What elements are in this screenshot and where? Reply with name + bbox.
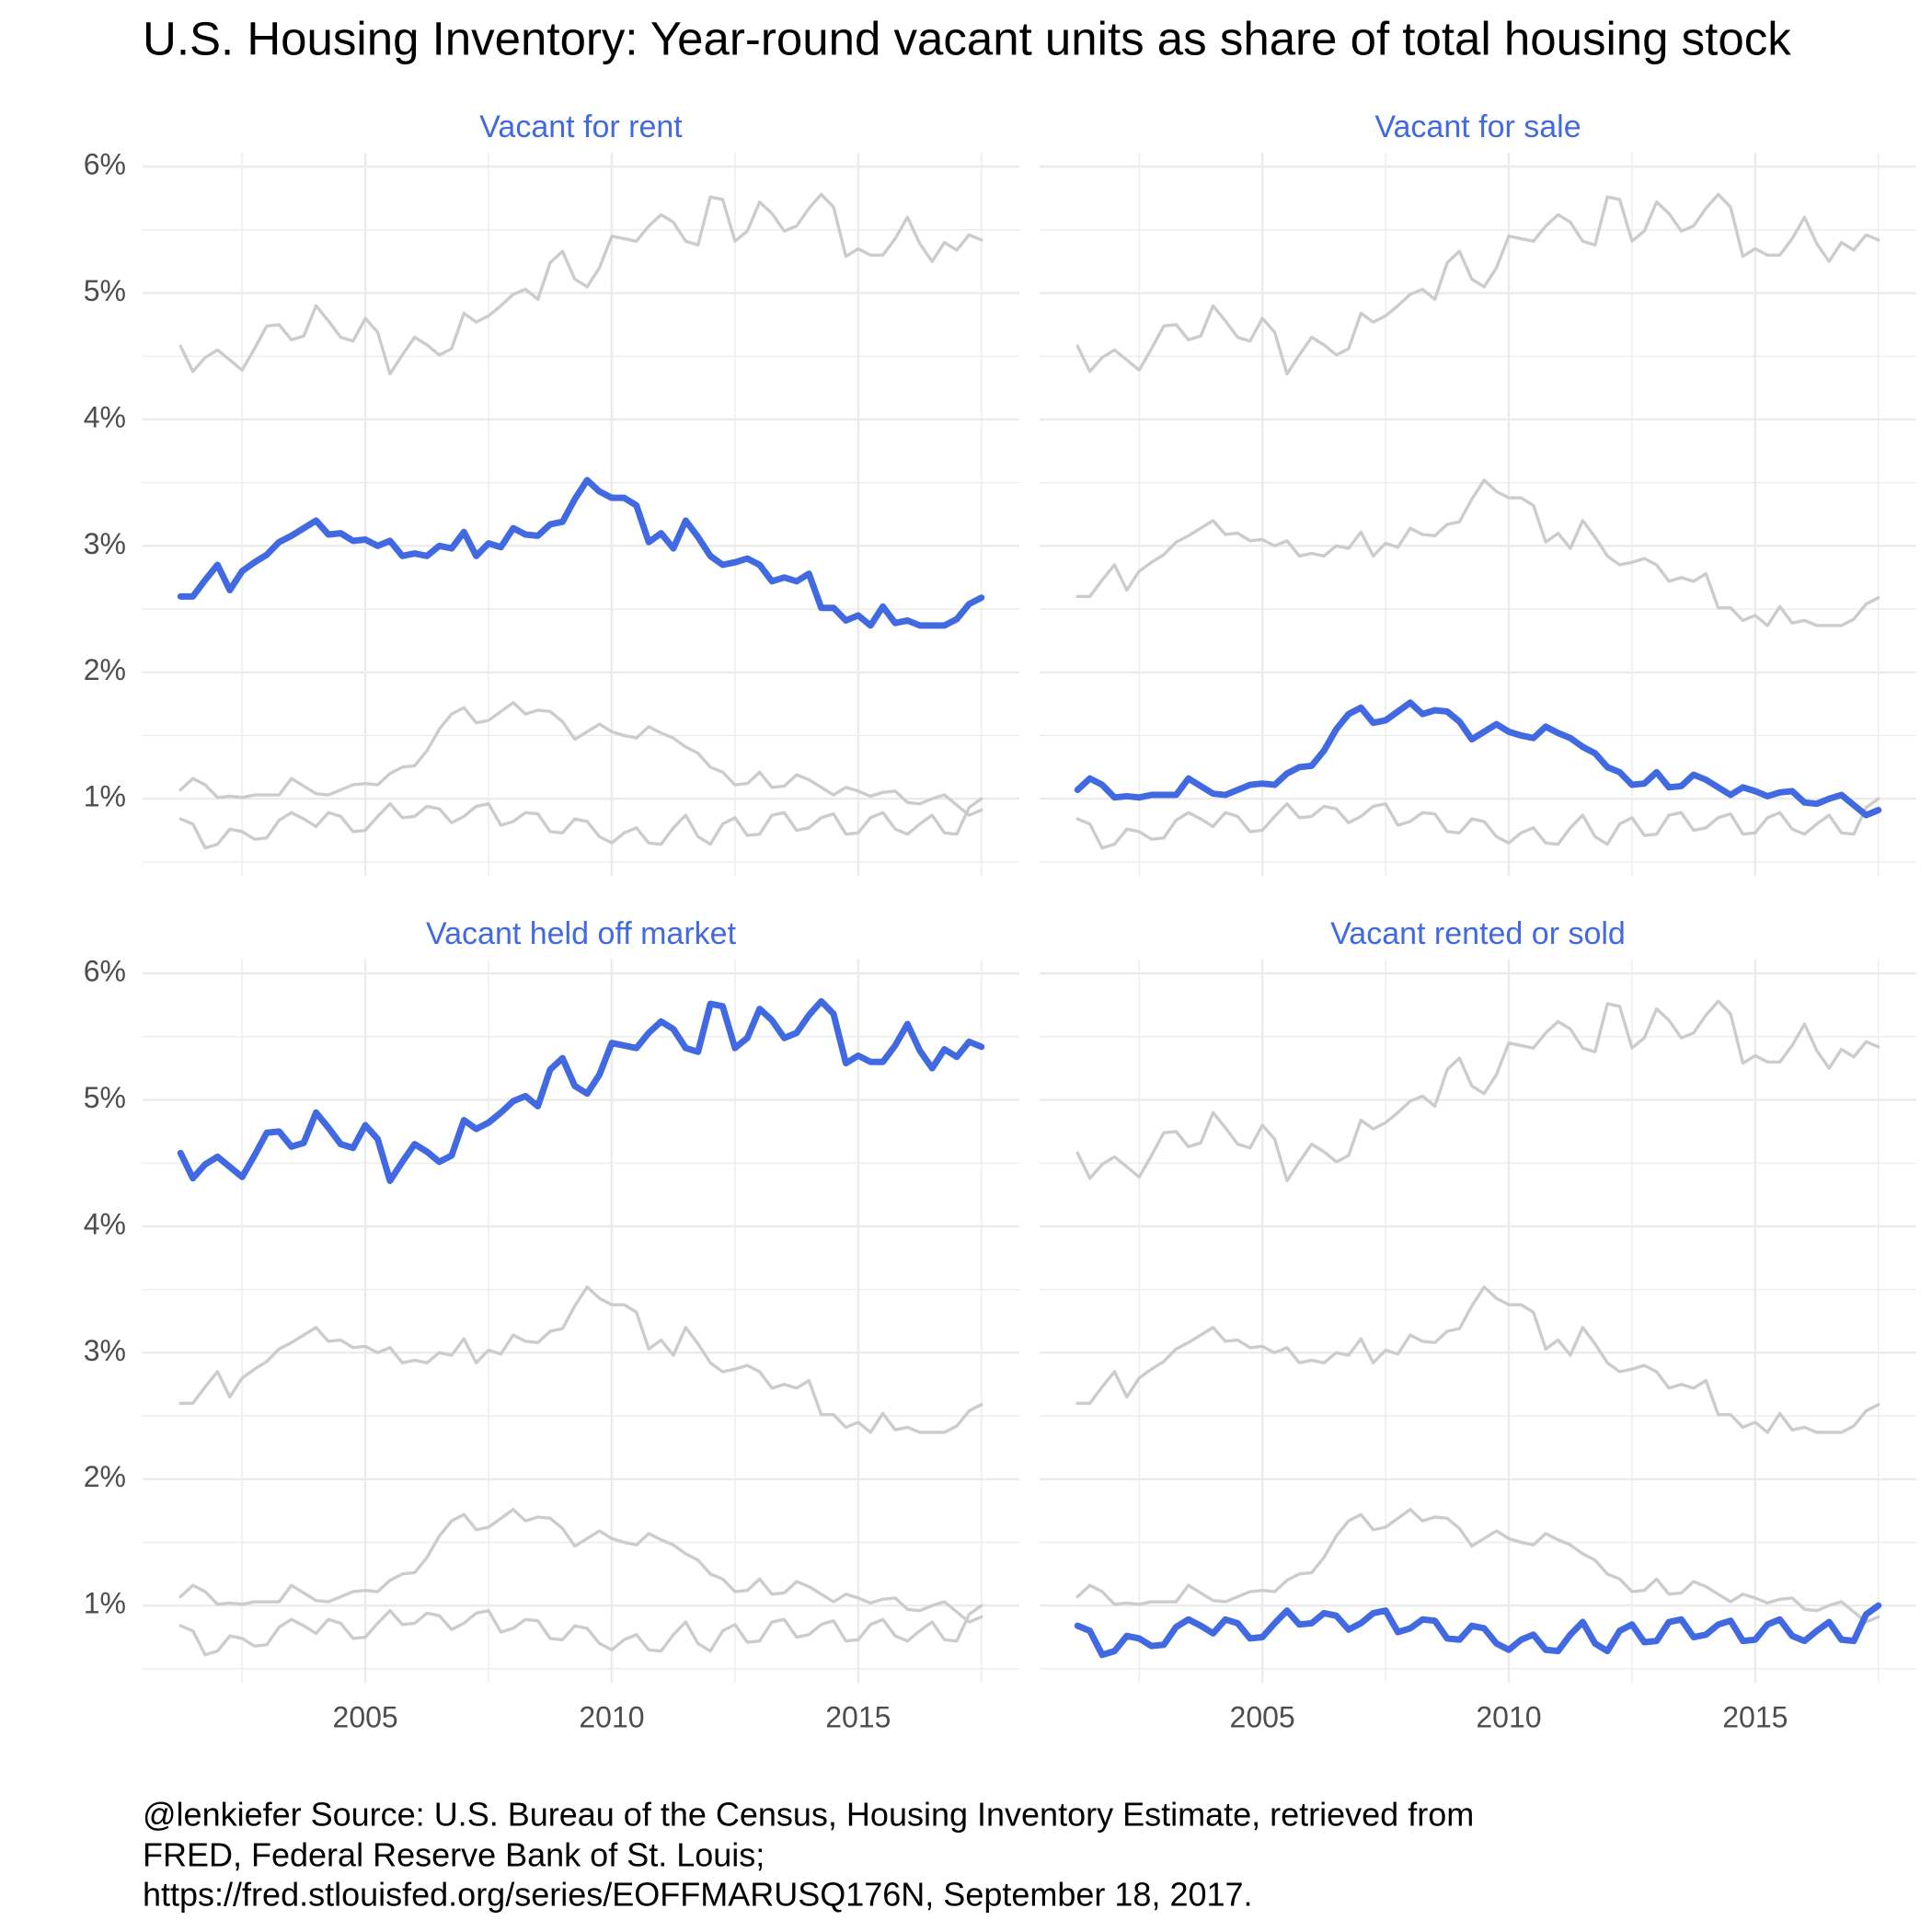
caption: @lenkiefer Source: U.S. Bureau of the Ce…: [143, 1796, 1474, 1834]
context-line: [178, 797, 983, 850]
x-tick-label: 2005: [333, 1700, 398, 1733]
chart-title: U.S. Housing Inventory: Year-round vacan…: [143, 12, 1791, 64]
context-line: [178, 192, 983, 376]
x-tick-label: 2010: [1476, 1700, 1541, 1733]
context-line: [178, 1508, 983, 1624]
y-tick-label: 4%: [84, 400, 126, 433]
y-tick-label: 2%: [84, 653, 126, 686]
y-tick-label: 1%: [84, 1587, 126, 1620]
y-tick-label: 6%: [84, 148, 126, 181]
context-line: [1075, 797, 1880, 850]
highlight-line: [1074, 1602, 1882, 1659]
caption: https://fred.stlouisfed.org/series/EOFFM…: [143, 1876, 1253, 1914]
y-tick-label: 3%: [84, 527, 126, 560]
context-line: [1075, 999, 1880, 1183]
context-line: [178, 1604, 983, 1657]
y-tick-label: 5%: [84, 1081, 126, 1114]
caption: FRED, Federal Reserve Bank of St. Louis;: [143, 1836, 765, 1874]
highlight-line: [1074, 699, 1882, 819]
x-tick-label: 2010: [579, 1700, 644, 1733]
highlight-line: [177, 997, 985, 1184]
y-tick-label: 4%: [84, 1207, 126, 1240]
y-tick-label: 3%: [84, 1334, 126, 1367]
y-tick-label: 2%: [84, 1460, 126, 1493]
context-line: [178, 1285, 983, 1434]
y-tick-label: 5%: [84, 274, 126, 307]
context-line: [178, 701, 983, 817]
x-tick-label: 2005: [1230, 1700, 1295, 1733]
context-line: [1075, 192, 1880, 376]
highlight-line: [177, 477, 985, 629]
context-line: [1075, 1508, 1880, 1624]
facet-title: Vacant rented or sold: [1330, 916, 1626, 951]
x-tick-label: 2015: [1722, 1700, 1788, 1733]
x-tick-label: 2015: [825, 1700, 891, 1733]
facet-title: Vacant for sale: [1374, 109, 1581, 144]
context-line: [1075, 1285, 1880, 1434]
y-tick-label: 6%: [84, 955, 126, 988]
facet-title: Vacant for rent: [479, 109, 683, 144]
y-tick-label: 1%: [84, 780, 126, 813]
facet-title: Vacant held off market: [426, 916, 737, 951]
context-line: [1075, 478, 1880, 627]
